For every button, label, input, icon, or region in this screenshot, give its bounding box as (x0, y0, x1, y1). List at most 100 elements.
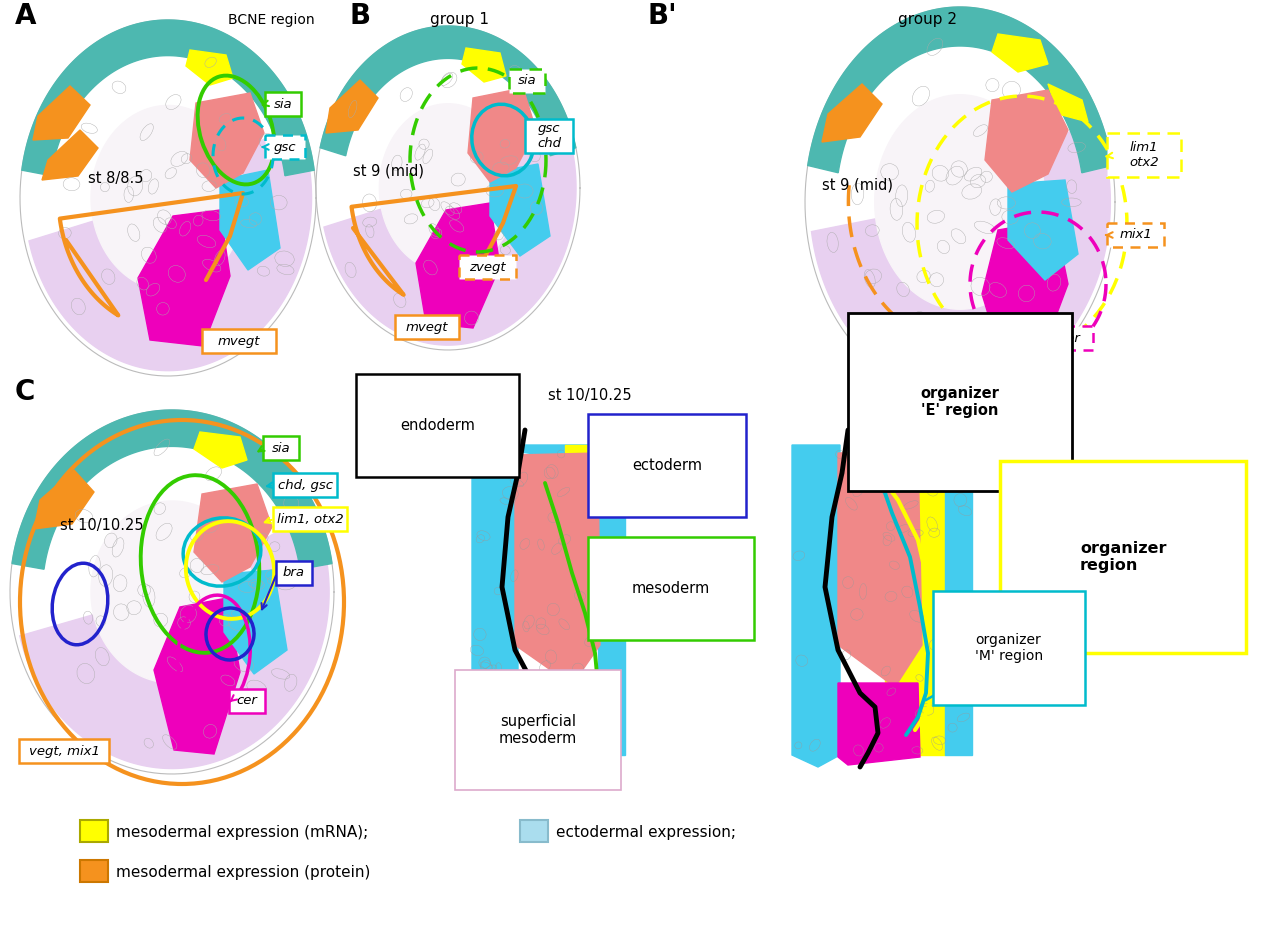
Text: lim1
otx2: lim1 otx2 (1129, 141, 1158, 169)
FancyBboxPatch shape (79, 820, 108, 842)
Text: group 2: group 2 (899, 12, 957, 27)
Polygon shape (598, 445, 625, 755)
Text: st 10/10.25: st 10/10.25 (548, 388, 631, 403)
Text: B: B (349, 2, 371, 30)
Polygon shape (138, 210, 230, 346)
Polygon shape (195, 484, 273, 582)
FancyBboxPatch shape (1107, 133, 1181, 177)
Polygon shape (29, 120, 311, 371)
Text: sia: sia (274, 97, 292, 110)
Text: vegt, mix1: vegt, mix1 (28, 745, 100, 757)
Polygon shape (792, 445, 840, 767)
Polygon shape (472, 445, 625, 467)
Polygon shape (986, 90, 1068, 192)
Text: st 10/10.25: st 10/10.25 (60, 518, 143, 533)
Polygon shape (12, 410, 332, 570)
Polygon shape (515, 680, 598, 763)
Text: lim1, otx2: lim1, otx2 (276, 512, 343, 525)
Polygon shape (945, 445, 972, 755)
FancyBboxPatch shape (1107, 223, 1164, 247)
Polygon shape (874, 94, 1046, 309)
Polygon shape (35, 470, 93, 529)
Polygon shape (22, 20, 314, 175)
Polygon shape (224, 570, 287, 674)
Polygon shape (462, 48, 506, 82)
FancyBboxPatch shape (79, 860, 108, 882)
Text: sia: sia (517, 74, 536, 88)
FancyBboxPatch shape (276, 561, 312, 585)
Text: BCNE region: BCNE region (228, 13, 315, 27)
Text: organizer
'M' region: organizer 'M' region (975, 633, 1043, 663)
Polygon shape (379, 104, 517, 273)
FancyBboxPatch shape (1047, 326, 1093, 350)
Text: A: A (15, 2, 37, 30)
Polygon shape (316, 26, 580, 350)
Text: bra: bra (283, 567, 305, 580)
Polygon shape (20, 20, 316, 376)
Text: cer: cer (1060, 332, 1080, 344)
Text: mvegt: mvegt (406, 321, 448, 334)
Text: chd, gsc: chd, gsc (278, 478, 333, 491)
Text: endoderm: endoderm (399, 418, 475, 433)
Polygon shape (220, 170, 280, 270)
Polygon shape (1009, 180, 1078, 280)
Text: ectoderm: ectoderm (632, 458, 701, 473)
FancyBboxPatch shape (229, 689, 265, 713)
Polygon shape (564, 445, 598, 645)
Polygon shape (154, 598, 241, 754)
Polygon shape (186, 50, 233, 85)
Polygon shape (822, 84, 882, 142)
Polygon shape (91, 501, 253, 683)
Text: ectodermal expression;: ectodermal expression; (556, 824, 736, 839)
Polygon shape (324, 117, 576, 345)
Text: B': B' (648, 2, 677, 30)
Polygon shape (10, 410, 334, 774)
Polygon shape (812, 116, 1110, 391)
FancyBboxPatch shape (396, 315, 460, 339)
Polygon shape (515, 453, 600, 685)
Text: mesoderm: mesoderm (632, 581, 710, 596)
FancyBboxPatch shape (525, 119, 573, 153)
Text: cer: cer (237, 694, 257, 707)
FancyBboxPatch shape (509, 69, 545, 93)
FancyBboxPatch shape (520, 820, 548, 842)
FancyBboxPatch shape (265, 135, 305, 159)
Text: gsc
chd: gsc chd (538, 122, 561, 150)
FancyBboxPatch shape (202, 329, 276, 353)
Polygon shape (838, 683, 920, 765)
Text: group 1: group 1 (430, 12, 489, 27)
Polygon shape (19, 512, 329, 769)
Polygon shape (472, 445, 518, 765)
Text: zvegt: zvegt (470, 260, 506, 273)
Polygon shape (884, 445, 945, 755)
Polygon shape (982, 220, 1068, 364)
Text: organizer
'E' region: organizer 'E' region (920, 386, 1000, 418)
Text: mvegt: mvegt (218, 335, 260, 348)
Polygon shape (502, 705, 548, 735)
FancyBboxPatch shape (273, 507, 347, 531)
Polygon shape (992, 34, 1048, 72)
Polygon shape (320, 26, 576, 156)
Text: st 9 (mid): st 9 (mid) (353, 164, 424, 179)
FancyBboxPatch shape (19, 739, 109, 763)
Text: D: D (458, 378, 481, 406)
Polygon shape (189, 93, 264, 188)
FancyBboxPatch shape (262, 436, 300, 460)
Text: gsc: gsc (274, 141, 296, 154)
Text: st 9 (mid): st 9 (mid) (822, 178, 893, 193)
FancyBboxPatch shape (273, 473, 337, 497)
Polygon shape (468, 88, 536, 182)
Polygon shape (326, 80, 378, 133)
Polygon shape (416, 203, 500, 328)
Text: superficial
mesoderm: superficial mesoderm (499, 714, 577, 746)
Polygon shape (838, 451, 922, 687)
Polygon shape (805, 7, 1115, 397)
Text: mesodermal expression (mRNA);: mesodermal expression (mRNA); (116, 824, 369, 839)
Text: st 8/8.5: st 8/8.5 (88, 171, 143, 186)
Text: C: C (15, 378, 36, 406)
Polygon shape (1048, 84, 1088, 122)
Text: sia: sia (271, 441, 291, 455)
FancyBboxPatch shape (265, 92, 301, 116)
Polygon shape (33, 86, 90, 140)
Polygon shape (91, 106, 244, 290)
